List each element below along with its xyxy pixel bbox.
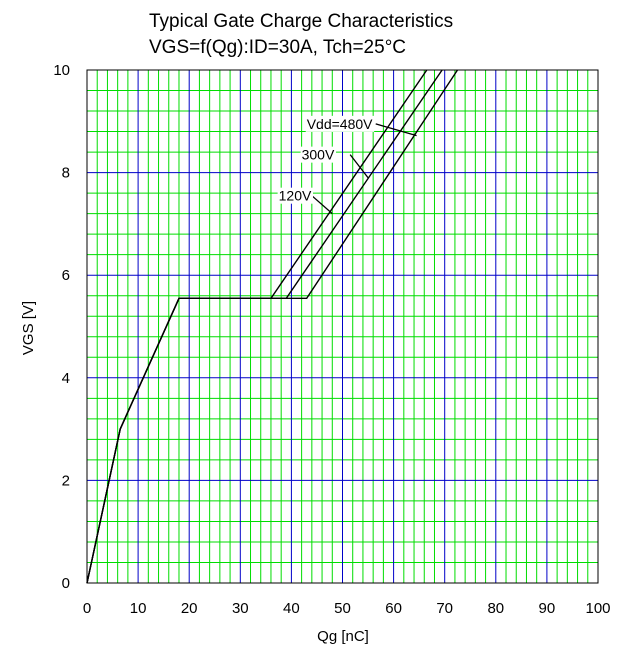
x-tick-label: 0 (83, 600, 91, 617)
plot-frame (86, 69, 599, 584)
annotation-label-background (300, 146, 336, 163)
x-tick-label: 50 (334, 600, 351, 617)
x-tick-label: 20 (181, 600, 198, 617)
annotation-label: 120V (279, 188, 312, 204)
annotation-label-background (305, 115, 375, 132)
x-tick-label: 40 (283, 600, 300, 617)
annotation-leader-line (349, 154, 369, 179)
chart-title: Typical Gate Charge Characteristics (149, 11, 453, 32)
series-line (86, 69, 428, 584)
x-tick-label: 80 (487, 600, 504, 617)
annotation-label: 300V (302, 147, 335, 163)
x-axis-label: Qg [nC] (317, 628, 369, 645)
annotation-label: Vdd=480V (307, 116, 373, 132)
y-tick-label: 8 (62, 165, 70, 182)
y-axis-label: VGS [V] (20, 301, 37, 355)
y-tick-label: 2 (62, 472, 70, 489)
y-tick-label: 10 (53, 62, 70, 79)
annotation-layer: Vdd=480V 300V 120V (277, 115, 417, 215)
y-tick-label: 4 (62, 370, 70, 387)
annotation-leader-line (311, 195, 333, 215)
x-tick-label: 60 (385, 600, 402, 617)
tick-label-layer: 0 10 20 30 40 50 60 70 80 90 100 0 2 4 6 8 10 (53, 62, 610, 617)
x-tick-label: 30 (232, 600, 249, 617)
x-tick-label: 90 (539, 600, 556, 617)
series-layer (86, 69, 459, 584)
x-tick-label: 70 (436, 600, 453, 617)
minor-grid (87, 70, 598, 583)
annotation-label-background (277, 187, 313, 204)
x-tick-label: 100 (585, 600, 610, 617)
chart-subtitle: VGS=f(Qg):ID=30A, Tch=25°C (149, 37, 406, 58)
y-tick-label: 6 (62, 267, 70, 284)
x-tick-label: 10 (130, 600, 147, 617)
annotation-leader-line (375, 123, 417, 137)
y-tick-label: 0 (62, 575, 70, 592)
